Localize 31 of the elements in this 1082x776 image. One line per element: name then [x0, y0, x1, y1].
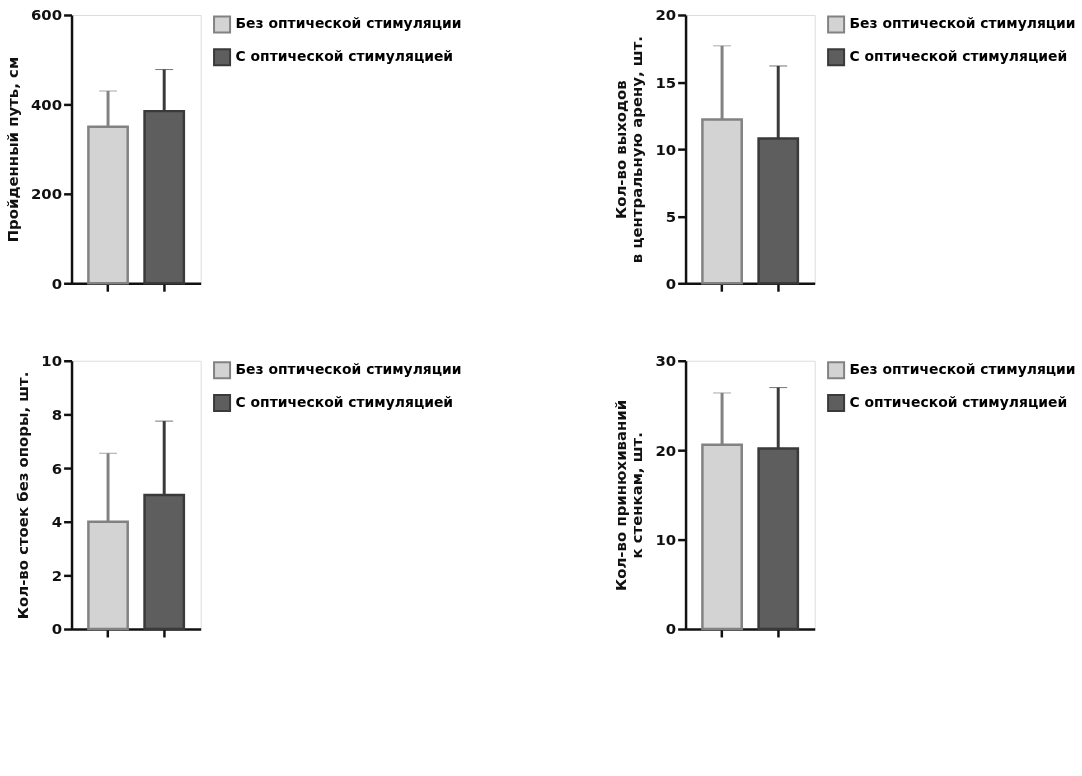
y-tick-label: 2 [51, 566, 63, 585]
y-tick-label: 0 [665, 274, 677, 293]
legend-label: Без оптической стимуляции [849, 15, 1076, 32]
y-tick-label: 30 [655, 352, 677, 371]
y-tick-label: 5 [665, 207, 677, 226]
y-tick-label: 200 [31, 185, 63, 204]
y-tick-label: 400 [31, 95, 63, 114]
y-axis-title: Кол-во стоек без опоры, шт. [14, 371, 33, 620]
y-axis-title: Кол-во принюхиваний к стенкам, шт. [611, 399, 647, 591]
y-tick-label: 0 [665, 620, 677, 639]
y-tick-label: 0 [51, 274, 63, 293]
y-tick-label: 600 [31, 6, 63, 25]
y-tick-label: 20 [655, 441, 677, 460]
legend-label: Без оптической стимуляции [235, 361, 462, 378]
legend-label: С оптической стимуляцией [235, 393, 454, 410]
y-tick-label: 20 [655, 6, 677, 25]
y-axis-title: Пройденный путь, см [4, 56, 23, 243]
y-tick-label: 0 [51, 620, 63, 639]
y-tick-label: 15 [655, 73, 677, 92]
y-tick-label: 10 [41, 352, 63, 371]
legend-label: Без оптической стимуляции [849, 361, 1076, 378]
legend-label: С оптической стимуляцией [849, 393, 1068, 410]
y-tick-label: 10 [655, 140, 677, 159]
legend-label: С оптической стимуляцией [849, 48, 1068, 65]
y-tick-label: 6 [51, 459, 63, 478]
y-tick-label: 8 [51, 405, 63, 424]
y-tick-label: 4 [51, 513, 63, 532]
y-tick-label: 10 [655, 531, 677, 550]
y-axis-title: Кол-во выходов в центральную арену, шт. [611, 36, 647, 264]
legend-label: Без оптической стимуляции [235, 15, 462, 32]
legend-label: С оптической стимуляцией [235, 48, 454, 65]
